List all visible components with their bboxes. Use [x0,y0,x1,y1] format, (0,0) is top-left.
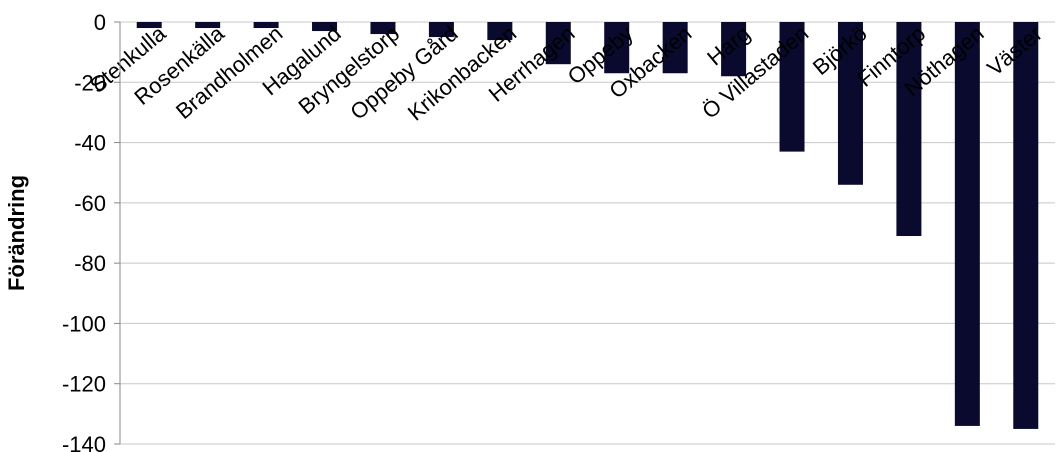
bar [721,22,747,77]
y-tick-label: -100 [62,311,106,336]
bar [487,22,513,41]
bar [662,22,688,74]
bar [195,22,221,29]
y-tick-label: -140 [62,432,106,452]
bar [136,22,162,29]
bar [837,22,863,185]
bar [370,22,396,35]
bar [545,22,571,65]
y-tick-label: 0 [94,10,106,35]
y-tick-label: -40 [74,131,106,156]
bar-series [136,22,1039,429]
bar [779,22,805,152]
gridlines [120,21,1055,445]
y-tick-label: -60 [74,191,106,216]
bar [428,22,454,38]
bar [604,22,630,74]
bar [312,22,338,32]
y-tick-label: -80 [74,251,106,276]
y-axis-ticks: 0 -20 -40 -60 -80 -100 -120 -140 [62,10,120,452]
y-tick-label: -20 [74,70,106,95]
y-tick-label: -120 [62,372,106,397]
bar [954,22,980,426]
bar [1013,22,1039,429]
bar [253,22,279,29]
bar [896,22,922,237]
y-axis-title: Förändring [4,175,29,291]
